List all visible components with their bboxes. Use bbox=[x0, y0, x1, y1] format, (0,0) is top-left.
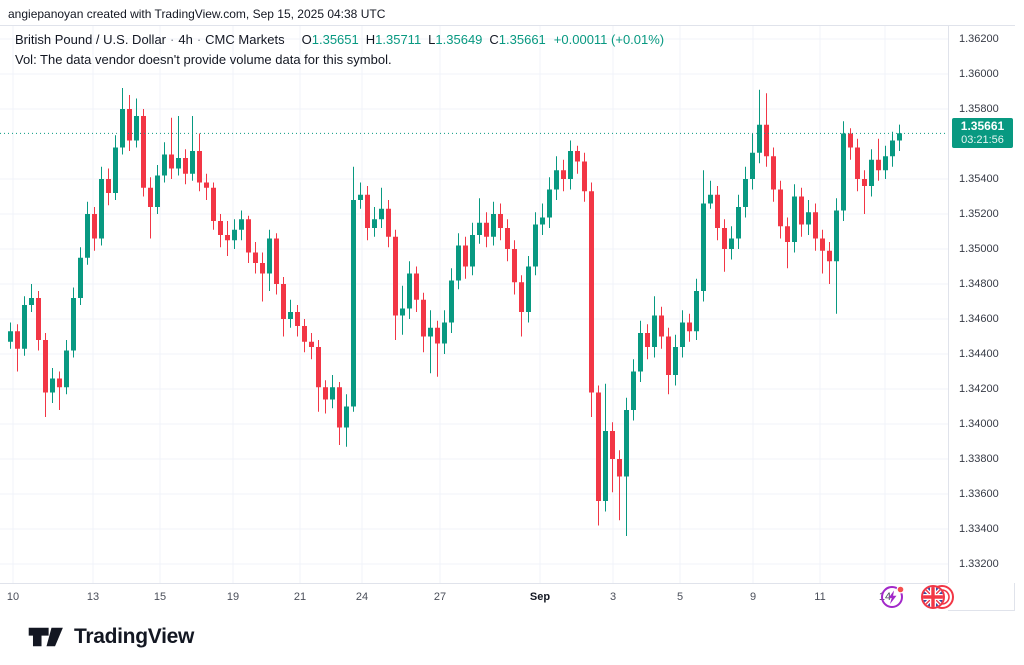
attribution-text: angiepanoyan created with TradingView.co… bbox=[8, 7, 386, 21]
time-tick-label: Sep bbox=[529, 591, 551, 603]
price-tick-label: 1.35800 bbox=[959, 103, 999, 115]
time-tick-label: 11 bbox=[814, 591, 826, 603]
price-tick-label: 1.36200 bbox=[959, 33, 999, 45]
gbpusd-flag-icon[interactable] bbox=[921, 582, 955, 617]
time-tick-label: 10 bbox=[6, 591, 20, 603]
price-tick-label: 1.33600 bbox=[959, 488, 999, 500]
flash-alert-icon[interactable] bbox=[879, 583, 907, 616]
price-tick-label: 1.34000 bbox=[959, 418, 999, 430]
time-tick-label: 27 bbox=[433, 591, 447, 603]
last-price-value: 1.35661 bbox=[960, 119, 1005, 134]
tradingview-logo[interactable]: TradingView bbox=[28, 624, 194, 650]
time-tick-label: 15 bbox=[153, 591, 167, 603]
last-price-badge: 1.35661 03:21:56 bbox=[952, 118, 1013, 149]
price-axis[interactable]: 1.35661 03:21:56 1.36200 1.36000 1.35800 1.… bbox=[948, 26, 1015, 583]
time-tick-label: 24 bbox=[355, 591, 369, 603]
footer: TradingView bbox=[0, 611, 1024, 665]
tradingview-mark-icon bbox=[28, 624, 65, 650]
price-tick-label: 1.33800 bbox=[959, 453, 999, 465]
time-tick-label: 5 bbox=[676, 591, 684, 603]
time-tick-label: 3 bbox=[609, 591, 617, 603]
brand-name: TradingView bbox=[74, 625, 195, 648]
price-tick-label: 1.33200 bbox=[959, 558, 999, 570]
price-tick-label: 1.35000 bbox=[959, 243, 999, 255]
bar-countdown: 03:21:56 bbox=[961, 134, 1004, 147]
price-tick-label: 1.34400 bbox=[959, 348, 999, 360]
price-tick-label: 1.35400 bbox=[959, 173, 999, 185]
time-tick-label: 13 bbox=[86, 591, 100, 603]
price-tick-label: 1.34600 bbox=[959, 313, 999, 325]
price-tick-label: 1.34800 bbox=[959, 278, 999, 290]
price-tick-label: 1.33400 bbox=[959, 523, 999, 535]
time-tick-label: 19 bbox=[226, 591, 240, 603]
price-tick-label: 1.35200 bbox=[959, 208, 999, 220]
time-tick-label: 21 bbox=[293, 591, 307, 603]
time-tick-label: 9 bbox=[749, 591, 757, 603]
chart-widget: British Pound / U.S. Dollar · 4h · CMC Marke… bbox=[0, 25, 1015, 611]
price-tick-label: 1.34200 bbox=[959, 383, 999, 395]
time-axis[interactable]: 10 13 15 19 21 24 27 Sep 3 5 9 11 14 bbox=[0, 583, 948, 611]
price-tick-label: 1.36000 bbox=[959, 68, 999, 80]
candlestick-chart[interactable] bbox=[0, 26, 948, 583]
